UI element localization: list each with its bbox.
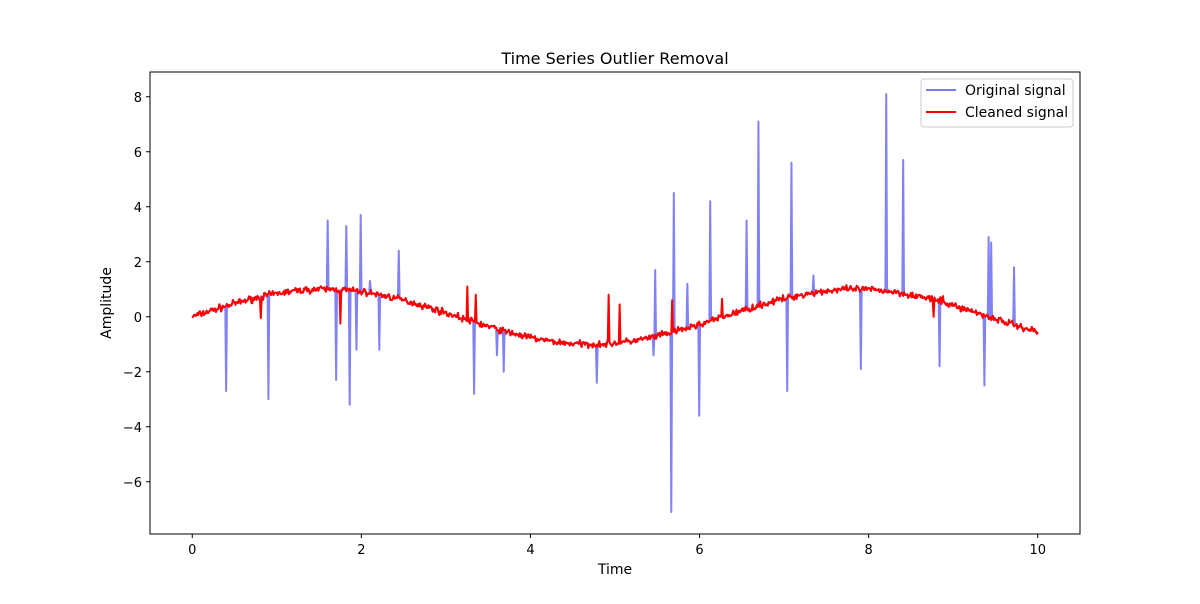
y-tick-label: 6 bbox=[134, 146, 142, 161]
x-axis-label: Time bbox=[597, 562, 632, 578]
legend-box bbox=[920, 78, 1074, 128]
chart-title: Time Series Outlier Removal bbox=[500, 49, 728, 68]
y-tick-label: −2 bbox=[123, 366, 142, 381]
legend: Original signal Cleaned signal bbox=[920, 78, 1074, 128]
legend-label-original: Original signal bbox=[965, 83, 1066, 99]
y-tick-label: 4 bbox=[134, 201, 142, 216]
x-tick-label: 10 bbox=[1029, 543, 1046, 558]
y-tick-label: −4 bbox=[123, 421, 142, 436]
y-tick-label: 8 bbox=[134, 91, 142, 106]
series-line-cleaned bbox=[191, 284, 1039, 350]
y-tick-label: 2 bbox=[134, 256, 142, 271]
legend-label-cleaned: Cleaned signal bbox=[965, 105, 1068, 121]
x-tick-label: 0 bbox=[188, 543, 196, 558]
x-tick-label: 6 bbox=[695, 543, 703, 558]
x-tick-label: 2 bbox=[357, 543, 365, 558]
y-tick-label: 0 bbox=[134, 311, 142, 326]
x-tick-label: 8 bbox=[864, 543, 872, 558]
x-tick-label: 4 bbox=[526, 543, 534, 558]
plot-frame bbox=[149, 71, 1081, 535]
y-axis-label: Amplitude bbox=[99, 267, 115, 339]
x-axis: 0 2 4 6 8 10 bbox=[188, 534, 1046, 558]
y-tick-label: −6 bbox=[123, 476, 142, 491]
y-axis: −6 −4 −2 0 2 4 6 8 bbox=[123, 91, 150, 491]
plot-lines bbox=[191, 93, 1039, 513]
